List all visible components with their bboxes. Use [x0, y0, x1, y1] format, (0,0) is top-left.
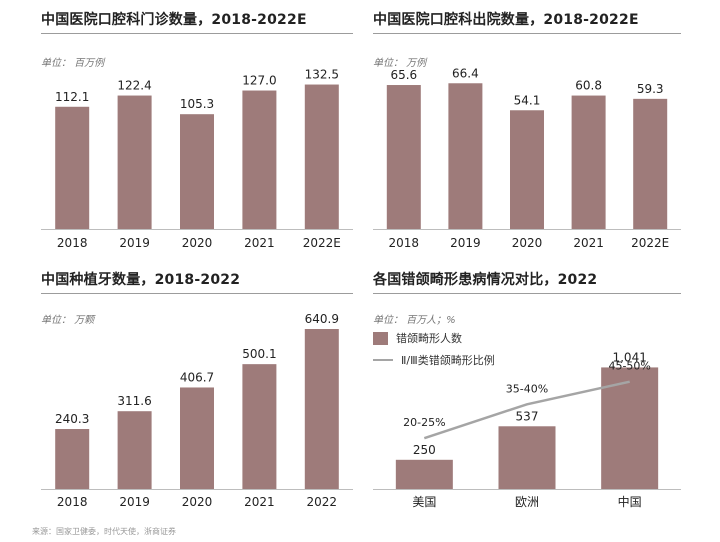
legend-swatch [373, 331, 388, 345]
bar [571, 95, 606, 229]
unit-label: 单位： 百万人；% [373, 315, 456, 326]
data-label: 127.0 [242, 74, 276, 88]
data-label: 240.3 [55, 412, 89, 426]
source-note: 来源：国家卫健委，时代天使，浙商证券 [32, 527, 176, 536]
bar [117, 95, 152, 229]
category-label: 2020 [512, 236, 543, 250]
data-label: 60.8 [575, 79, 602, 93]
bar [55, 429, 90, 489]
category-label: 2021 [244, 495, 275, 509]
category-label: 2021 [573, 236, 604, 250]
bar [386, 85, 421, 229]
data-label: 500.1 [242, 347, 276, 361]
data-label: 640.9 [305, 312, 339, 326]
chart-panel-malocclusion: 各国错颌畸形患病情况对比，2022 单位： 百万人；% 错颌畸形人数 Ⅱ/Ⅲ类错… [360, 266, 720, 526]
line-data-label: 45-50% [608, 360, 650, 373]
legend-item-line: Ⅱ/Ⅲ类错颌畸形比例 [373, 352, 495, 368]
category-label: 中国 [618, 494, 642, 509]
category-label: 2022 [307, 495, 338, 509]
bar [633, 98, 668, 229]
chart-panel-implants: 中国种植牙数量，2018-2022 单位： 万颗 240.3 2018 311.6 2… [0, 266, 360, 526]
bar [180, 114, 214, 229]
category-label: 2022E [631, 236, 669, 250]
legend-label: 错颌畸形人数 [396, 332, 462, 345]
bar [304, 329, 339, 489]
chart-title: 中国医院口腔科门诊数量，2018-2022E [41, 12, 307, 28]
bar [180, 387, 214, 489]
category-label: 2019 [450, 236, 481, 250]
category-label: 2019 [119, 495, 150, 509]
data-label: 59.3 [637, 82, 664, 96]
bar [498, 426, 556, 489]
unit-label: 单位： 万例 [373, 58, 427, 69]
bar-chart-implants: 240.3 2018 311.6 2019 406.7 2020 500.1 2021 640.… [41, 312, 353, 509]
category-label: 2018 [389, 236, 420, 250]
title-divider [373, 33, 681, 34]
bar [242, 90, 277, 230]
bar [55, 106, 90, 229]
category-label: 美国 [412, 495, 436, 509]
data-label: 105.3 [180, 97, 214, 111]
category-label: 2018 [57, 236, 88, 250]
series-line [423, 380, 630, 440]
category-label: 2018 [57, 495, 88, 509]
line-data-label: 20-25% [403, 416, 445, 429]
data-label: 406.7 [180, 370, 214, 384]
legend-item-bar: 错颌畸形人数 [373, 330, 462, 346]
unit-label: 单位： 百万例 [41, 58, 105, 69]
data-label: 66.4 [452, 66, 479, 80]
chart-panel-outpatient: 中国医院口腔科门诊数量，2018-2022E 单位： 百万例 112.1 2018… [0, 0, 360, 270]
legend-line-swatch [373, 359, 393, 361]
category-label: 2019 [119, 236, 150, 250]
bar [448, 83, 483, 229]
line-data-label: 35-40% [506, 382, 548, 395]
data-label: 537 [516, 409, 539, 423]
data-label: 65.6 [390, 68, 417, 82]
title-divider [373, 293, 681, 294]
data-label: 1,041 [612, 350, 646, 364]
title-divider [41, 293, 353, 294]
title-divider [41, 33, 353, 34]
chart-title: 中国种植牙数量，2018-2022 [41, 272, 241, 288]
chart-panel-discharge: 中国医院口腔科出院数量，2018-2022E 单位： 万例 65.6 2018 66… [360, 0, 720, 270]
data-label: 112.1 [55, 90, 89, 104]
bar [117, 411, 152, 489]
combo-chart-malocclusion: 250 美国 537 欧洲 1,041 中国 20-25% 35-40% 45-50% [373, 350, 681, 509]
bar [304, 84, 339, 229]
data-label: 250 [413, 443, 436, 457]
category-label: 2020 [182, 236, 213, 250]
category-label: 2021 [244, 236, 275, 250]
category-label: 2022E [303, 236, 341, 250]
data-label: 122.4 [117, 79, 151, 93]
chart-title: 各国错颌畸形患病情况对比，2022 [373, 272, 598, 288]
bar [510, 110, 544, 229]
bar-chart-discharge: 65.6 2018 66.4 2019 54.1 2020 60.8 2021 59.3 2022… [373, 66, 681, 250]
bar [395, 459, 453, 489]
category-label: 2020 [182, 495, 213, 509]
chart-title: 中国医院口腔科出院数量，2018-2022E [373, 12, 639, 28]
category-label: 欧洲 [515, 495, 539, 509]
data-label: 54.1 [514, 93, 541, 107]
bar [242, 364, 277, 489]
data-label: 132.5 [305, 68, 339, 82]
legend-label: Ⅱ/Ⅲ类错颌畸形比例 [401, 354, 495, 367]
data-label: 311.6 [117, 394, 151, 408]
unit-label: 单位： 万颗 [41, 315, 95, 326]
bar [601, 367, 659, 489]
bar-chart-outpatient: 112.1 2018 122.4 2019 105.3 2020 127.0 2021 132.… [41, 68, 353, 250]
